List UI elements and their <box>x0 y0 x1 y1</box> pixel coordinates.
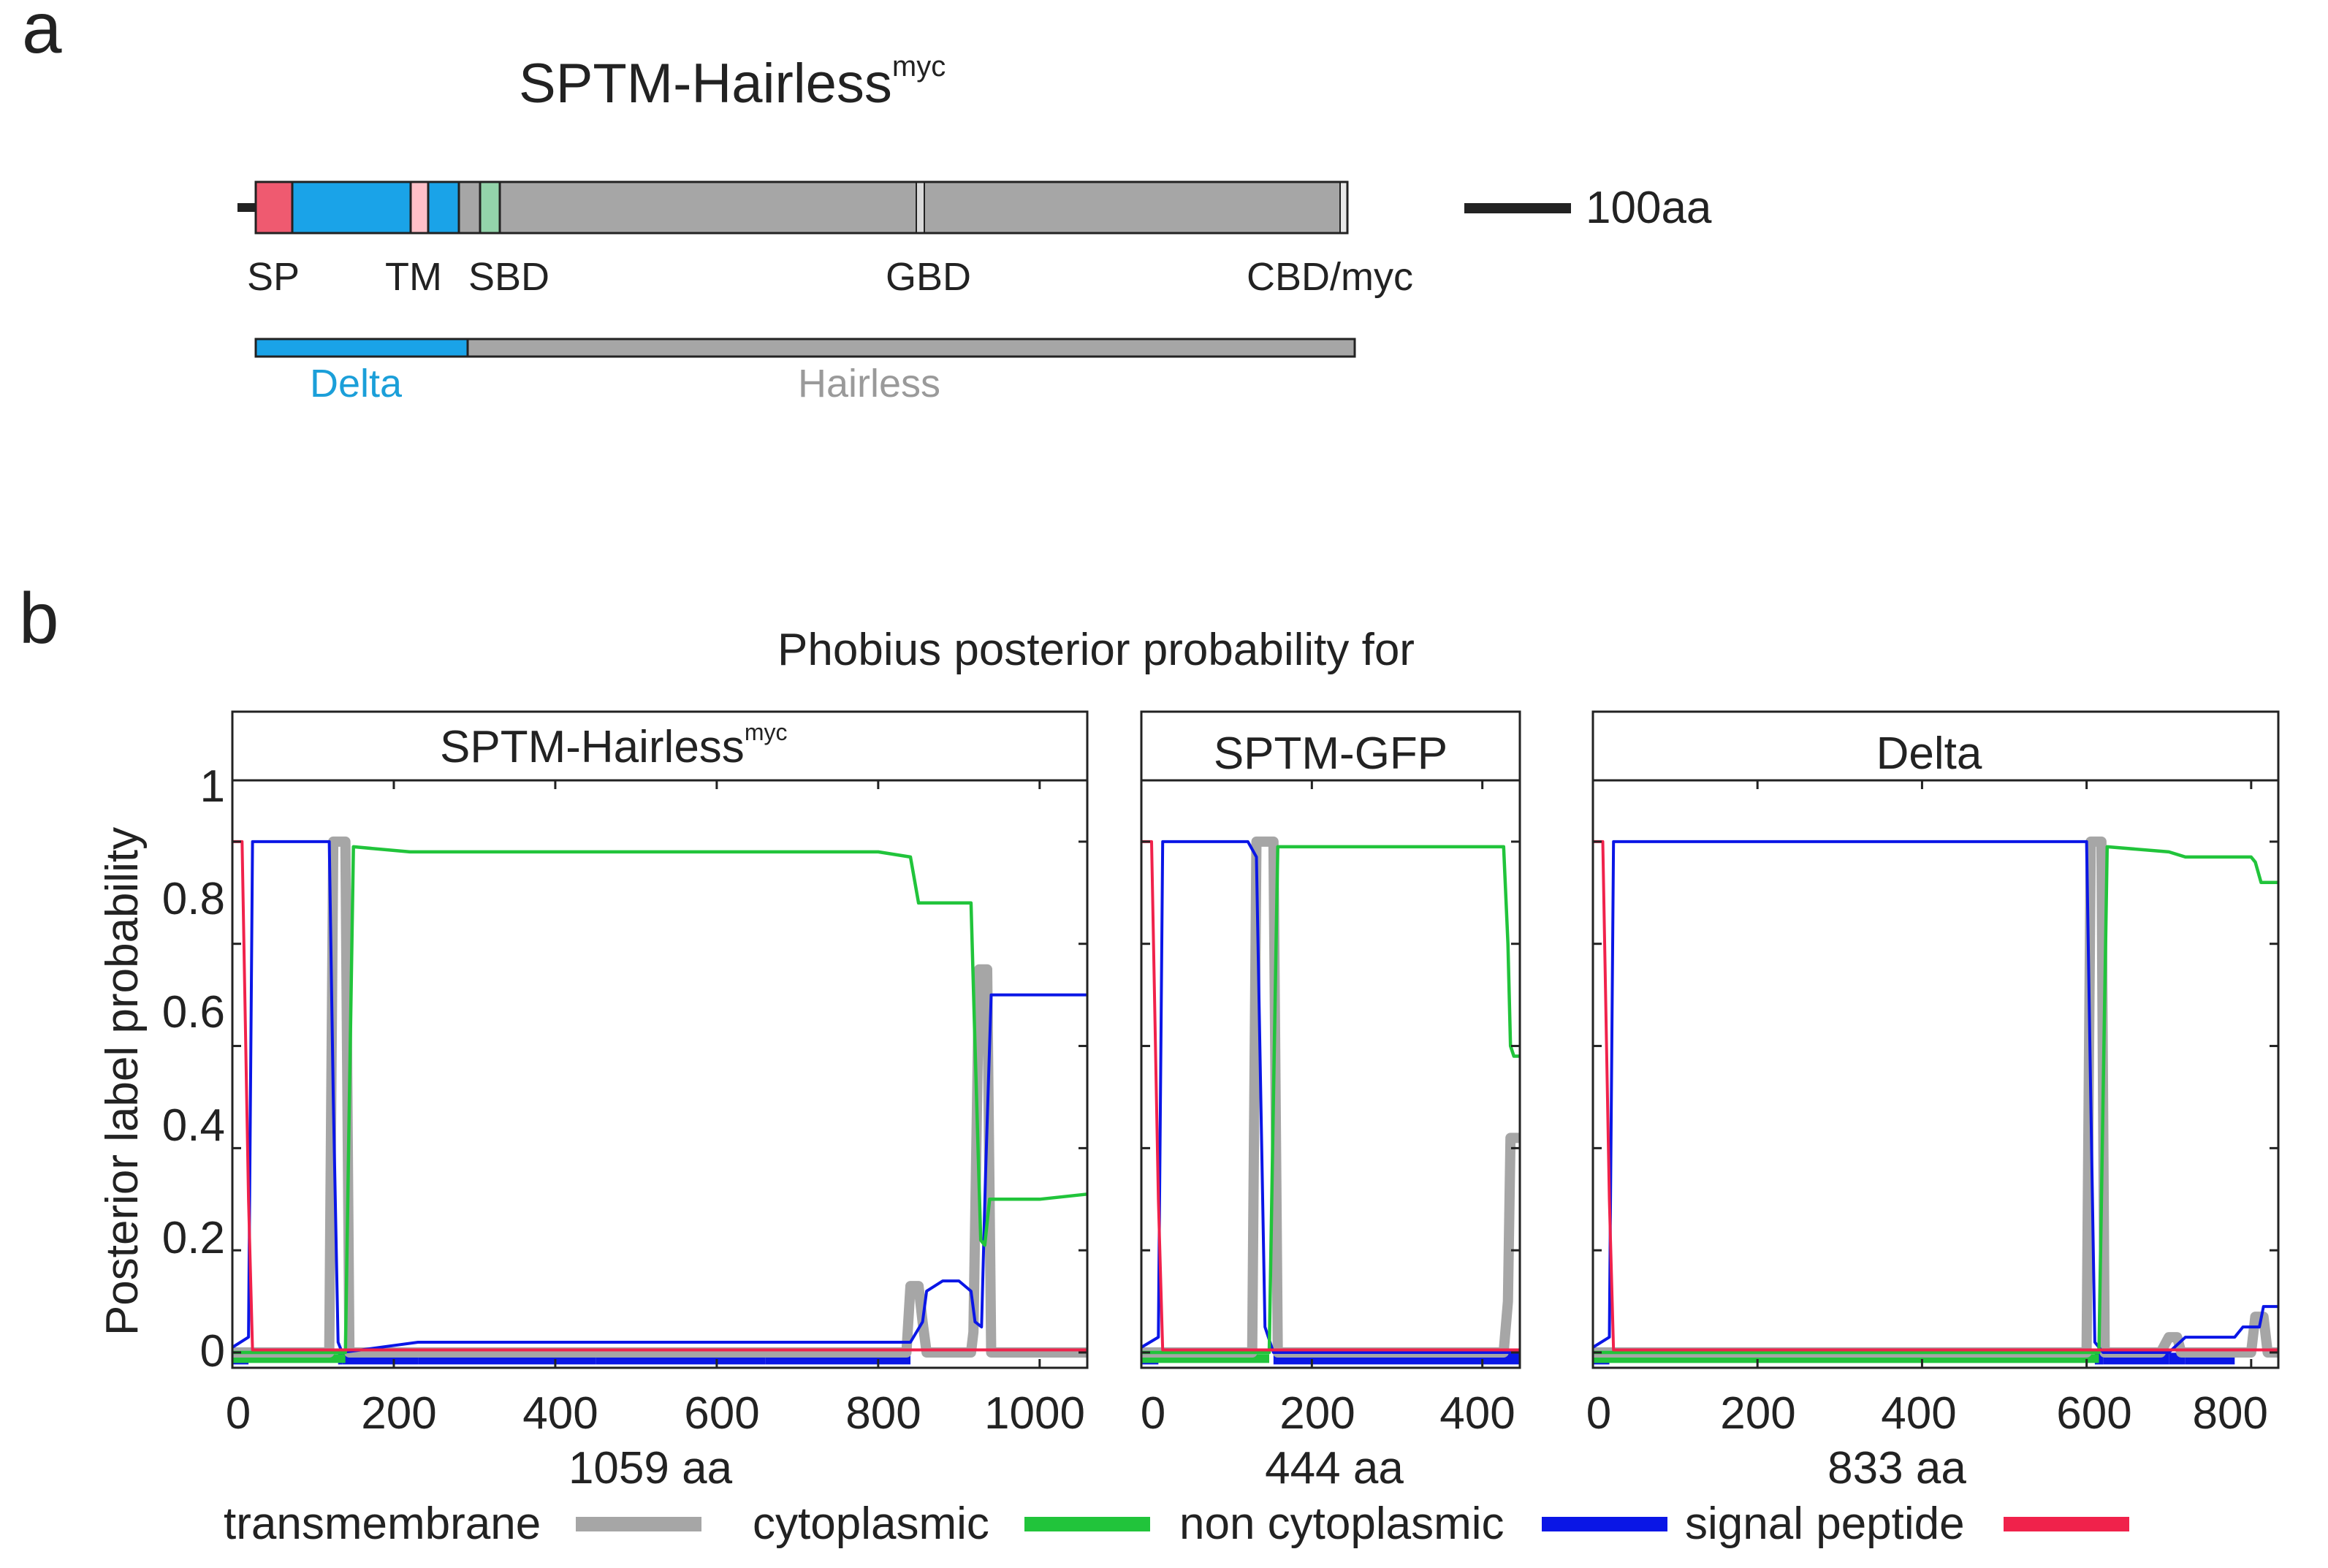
x-tick-label: 400 <box>522 1388 598 1439</box>
domain-label-tm: TM <box>385 255 442 299</box>
series-signal-peptide <box>1141 840 1520 1352</box>
x-tick-label: 0 <box>1141 1388 1165 1439</box>
series-transmembrane <box>1593 836 2278 1358</box>
plot-area <box>1591 836 2278 1365</box>
plot-area <box>231 836 1088 1365</box>
x-tick-label: 600 <box>2056 1388 2131 1439</box>
scale-bar-label: 100aa <box>1586 183 1712 233</box>
origin-bar-delta <box>254 338 469 358</box>
series-non-cytoplasmic <box>1140 840 1520 1354</box>
domain-sbd <box>480 182 500 233</box>
y-tick-label: 0 <box>200 1326 225 1377</box>
domain-label-cbd-myc: CBD/myc <box>1247 255 1413 299</box>
origin-label-delta: Delta <box>310 362 403 406</box>
series-cytoplasmic <box>232 845 1088 1355</box>
x-ticks <box>231 780 1041 1368</box>
x-tick-label: 0 <box>1586 1388 1611 1439</box>
y-tick-labels: 0 0.2 0.4 0.6 0.8 1 <box>162 761 225 1377</box>
x-axis-label: 833 aa <box>1827 1443 1966 1493</box>
legend-swatch-cytoplasmic <box>1024 1517 1150 1531</box>
domain-tm <box>411 182 428 233</box>
domain-delta-extracellular <box>292 182 411 233</box>
legend-label-transmembrane: transmembrane <box>224 1499 541 1549</box>
x-tick-label: 600 <box>684 1388 759 1439</box>
series-signal-peptide <box>1593 840 2278 1352</box>
construct-outline <box>254 180 1349 235</box>
y-tick-label: 1 <box>200 761 225 812</box>
subplot-title: Delta <box>1876 728 1982 779</box>
plot-frame <box>1591 779 2280 1369</box>
panel-b-title: Phobius posterior probability for <box>777 625 1415 675</box>
x-ticks <box>1591 780 2253 1368</box>
legend-swatch-transmembrane <box>576 1517 701 1531</box>
domain-label-sbd: SBD <box>468 255 549 299</box>
x-tick-label: 0 <box>226 1388 251 1439</box>
domain-sp <box>256 182 292 233</box>
series-signal-peptide <box>232 840 1087 1352</box>
legend-label-non-cytoplasmic: non cytoplasmic <box>1179 1499 1505 1549</box>
domain-label-gbd: GBD <box>886 255 971 299</box>
x-tick-labels: 0 200 400 <box>1141 1388 1515 1439</box>
y-ticks <box>232 840 1087 1354</box>
x-tick-label: 1000 <box>984 1388 1085 1439</box>
legend-swatch-signal-peptide <box>2004 1517 2129 1531</box>
x-tick-label: 400 <box>1439 1388 1515 1439</box>
series-transmembrane <box>232 836 1087 1358</box>
x-tick-label: 200 <box>1720 1388 1795 1439</box>
y-ticks <box>1593 840 2278 1354</box>
legend-swatch-non-cytoplasmic <box>1542 1517 1667 1531</box>
domain-label-sp: SP <box>247 255 300 299</box>
subplot-sptm-hairless: SPTM-Hairlessmyc 0 0.2 0.4 0.6 0.8 1 0 2… <box>162 710 1089 1493</box>
origin-label-hairless: Hairless <box>798 362 940 406</box>
series-cytoplasmic <box>1593 845 2278 1355</box>
x-axis-label: 444 aa <box>1265 1443 1404 1493</box>
panel-b-label: b <box>19 578 59 658</box>
y-axis-label: Posterior label probability <box>97 827 148 1336</box>
series-non-cytoplasmic <box>1591 840 2278 1354</box>
y-ticks <box>1141 840 1520 1354</box>
domain-delta-intracellular <box>428 182 459 233</box>
y-tick-label: 0.2 <box>162 1213 225 1263</box>
subplot-title: SPTM-GFP <box>1214 728 1448 779</box>
x-ticks <box>1140 780 1484 1368</box>
panel-a-label: a <box>22 0 62 68</box>
x-tick-label: 800 <box>2193 1388 2268 1439</box>
plot-frame <box>1140 779 1521 1369</box>
domain-gbd <box>916 181 925 234</box>
construct-title: SPTM-Hairlessmyc <box>519 50 946 115</box>
subplot-header <box>1140 710 1521 782</box>
origin-bar <box>254 338 1356 358</box>
subplot-title: SPTM-Hairlessmyc <box>440 719 787 772</box>
x-tick-labels: 0 200 400 600 800 <box>1586 1388 2268 1439</box>
plot-area <box>1140 836 1520 1365</box>
series-non-cytoplasmic <box>231 840 1087 1354</box>
origin-bar-hairless <box>466 338 1356 358</box>
x-tick-label: 800 <box>845 1388 921 1439</box>
legend: transmembrane cytoplasmic non cytoplasmi… <box>224 1499 2129 1549</box>
series-cytoplasmic <box>1141 845 1520 1355</box>
y-tick-label: 0.4 <box>162 1100 225 1151</box>
construct-title-sup: myc <box>892 50 946 83</box>
subplot-sptm-gfp: SPTM-GFP 0 200 400 444 aa <box>1140 710 1521 1493</box>
y-tick-label: 0.6 <box>162 987 225 1038</box>
x-tick-label: 400 <box>1881 1388 1956 1439</box>
y-tick-label: 0.8 <box>162 874 225 924</box>
series-transmembrane <box>1141 836 1520 1358</box>
legend-label-cytoplasmic: cytoplasmic <box>753 1499 989 1549</box>
plot-frame <box>231 779 1089 1369</box>
subplot-title-sup: myc <box>745 719 788 745</box>
subplot-delta: Delta 0 200 400 600 800 833 aa <box>1586 710 2280 1493</box>
x-tick-label: 200 <box>1279 1388 1355 1439</box>
subplot-header <box>1591 710 2280 782</box>
x-tick-label: 200 <box>361 1388 436 1439</box>
legend-label-signal-peptide: signal peptide <box>1685 1499 1965 1549</box>
subplot-header <box>231 710 1089 782</box>
x-tick-labels: 0 200 400 600 800 1000 <box>226 1388 1085 1439</box>
x-axis-label: 1059 aa <box>568 1443 733 1493</box>
construct-diagram <box>237 180 1349 235</box>
domain-hairless-n <box>459 182 480 233</box>
